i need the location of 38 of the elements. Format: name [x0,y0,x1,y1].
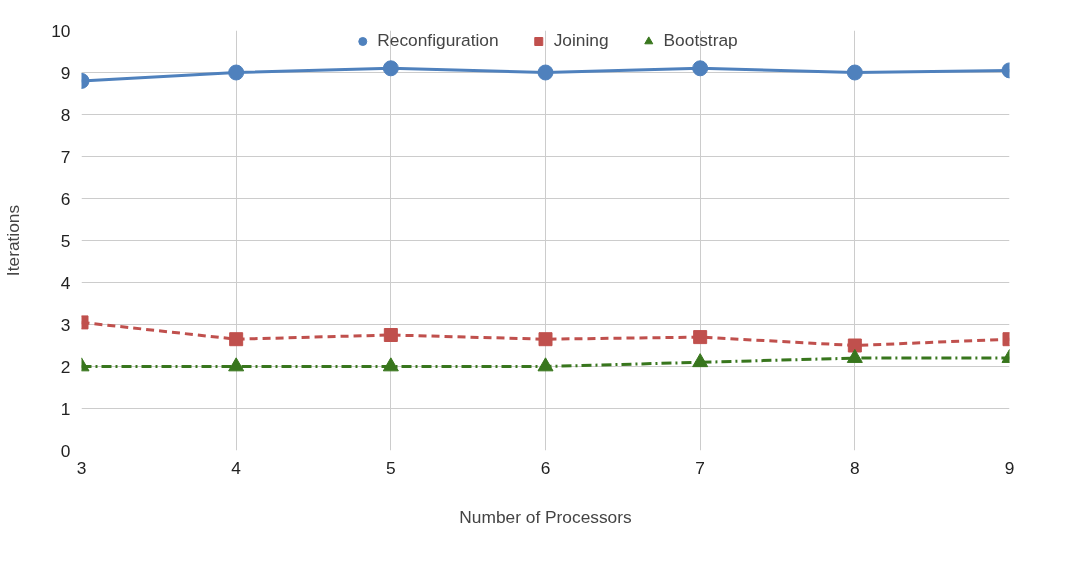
x-tick-label: 6 [540,457,551,478]
point [228,357,245,372]
point [847,338,862,353]
point [382,60,399,77]
y-tick-label: 1 [60,398,71,419]
y-tick-label: 8 [60,104,71,125]
x-tick-label: 5 [386,457,396,478]
y-tick-label: 7 [60,146,71,167]
y-tick-label: 10 [51,20,71,41]
y-axis-title: Iterations [3,204,24,277]
x-tick-label: 7 [695,457,705,478]
x-tick-label: 8 [850,457,860,478]
legend-label: Bootstrap [663,30,738,51]
x-tick-label: 9 [1004,457,1015,478]
x-axis-title: Number of Processors [459,506,633,527]
x-tick-label: 4 [231,457,242,478]
x-tick-label: 3 [76,457,87,478]
y-tick-label: 3 [60,314,71,335]
point [229,332,244,347]
point [846,348,863,363]
point [693,330,708,345]
legend-label: Reconfiguration [377,30,499,51]
point [383,328,398,342]
y-tick-label: 9 [60,62,71,83]
point [537,357,554,372]
y-tick-label: 4 [60,272,71,293]
point [228,64,245,81]
y-tick-label: 2 [60,356,71,377]
point [382,357,399,372]
point [846,64,863,81]
y-tick-label: 6 [60,188,71,209]
legend-label: Joining [553,30,609,51]
point [692,60,709,77]
point [692,353,709,368]
y-tick-label: 0 [60,440,71,461]
point [538,332,553,347]
y-tick-label: 5 [60,230,71,251]
point [537,64,554,81]
